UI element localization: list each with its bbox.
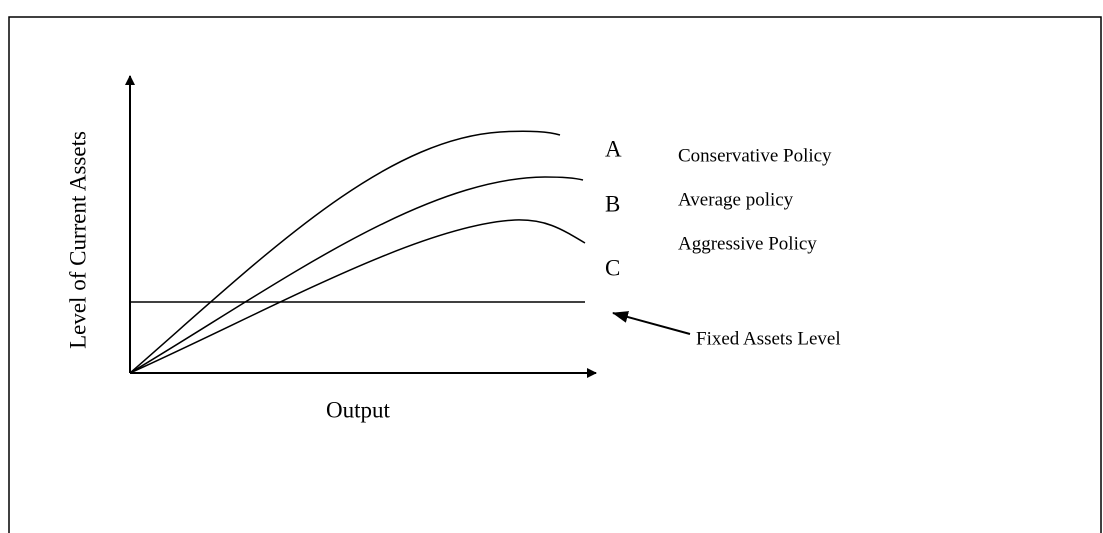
curve-letter: C — [605, 255, 620, 280]
x-axis-label: Output — [326, 397, 391, 422]
policy-label: Average policy — [678, 189, 794, 210]
policy-label: Conservative Policy — [678, 145, 832, 166]
curve-b — [129, 176, 584, 374]
fixed-assets-arrow — [612, 311, 691, 335]
policy-label: Aggressive Policy — [678, 233, 817, 254]
curve-letter: B — [605, 191, 620, 216]
y-axis-label: Level of Current Assets — [65, 131, 90, 349]
curve-a — [129, 130, 561, 374]
curve-c — [129, 219, 586, 374]
frame — [8, 16, 1102, 533]
curve-letter: A — [605, 136, 622, 161]
fixed-assets-label: Fixed Assets Level — [696, 328, 841, 349]
